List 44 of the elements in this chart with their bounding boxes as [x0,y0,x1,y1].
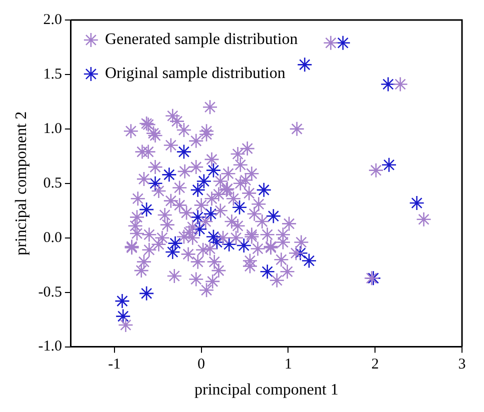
point [206,162,222,178]
point [196,174,212,189]
y-tick-label: 0.5 [43,175,62,192]
point [164,244,180,260]
point [115,308,131,324]
y-tick-label: 2.0 [43,12,62,28]
point [192,222,208,237]
x-tick-label: 0 [198,356,206,373]
point [221,236,237,252]
x-tick-label: 1 [284,356,292,373]
point [114,293,130,309]
point [292,245,308,261]
point [176,144,192,160]
point [381,157,397,173]
point [297,57,312,72]
x-tick-label: -1 [108,356,121,373]
point [203,206,219,222]
point [190,210,206,225]
point [301,253,317,268]
y-tick-label: 0.0 [43,230,62,246]
point [380,76,396,92]
point [168,236,183,251]
y-axis-title: principal component 2 [12,111,30,256]
point [260,264,275,280]
point [138,286,154,302]
legend-label: Original sample distribution [104,65,286,82]
point [266,208,282,224]
point [335,35,351,51]
x-axis-title: principal component 1 [194,382,338,399]
point [161,167,177,182]
y-tick-label: 1.5 [43,66,62,82]
x-tick-label: 3 [458,356,466,373]
point [190,182,206,198]
y-tick-label: -1.0 [38,338,62,355]
point [148,176,163,192]
y-tick-label: 1.0 [43,120,62,137]
legend-label: Generated sample distribution [104,31,298,48]
point [232,200,248,216]
point [138,202,154,218]
x-tick-label: 2 [371,356,379,373]
point [409,195,424,211]
y-tick-label: -0.5 [38,284,62,300]
point [236,238,252,254]
point [256,182,272,198]
